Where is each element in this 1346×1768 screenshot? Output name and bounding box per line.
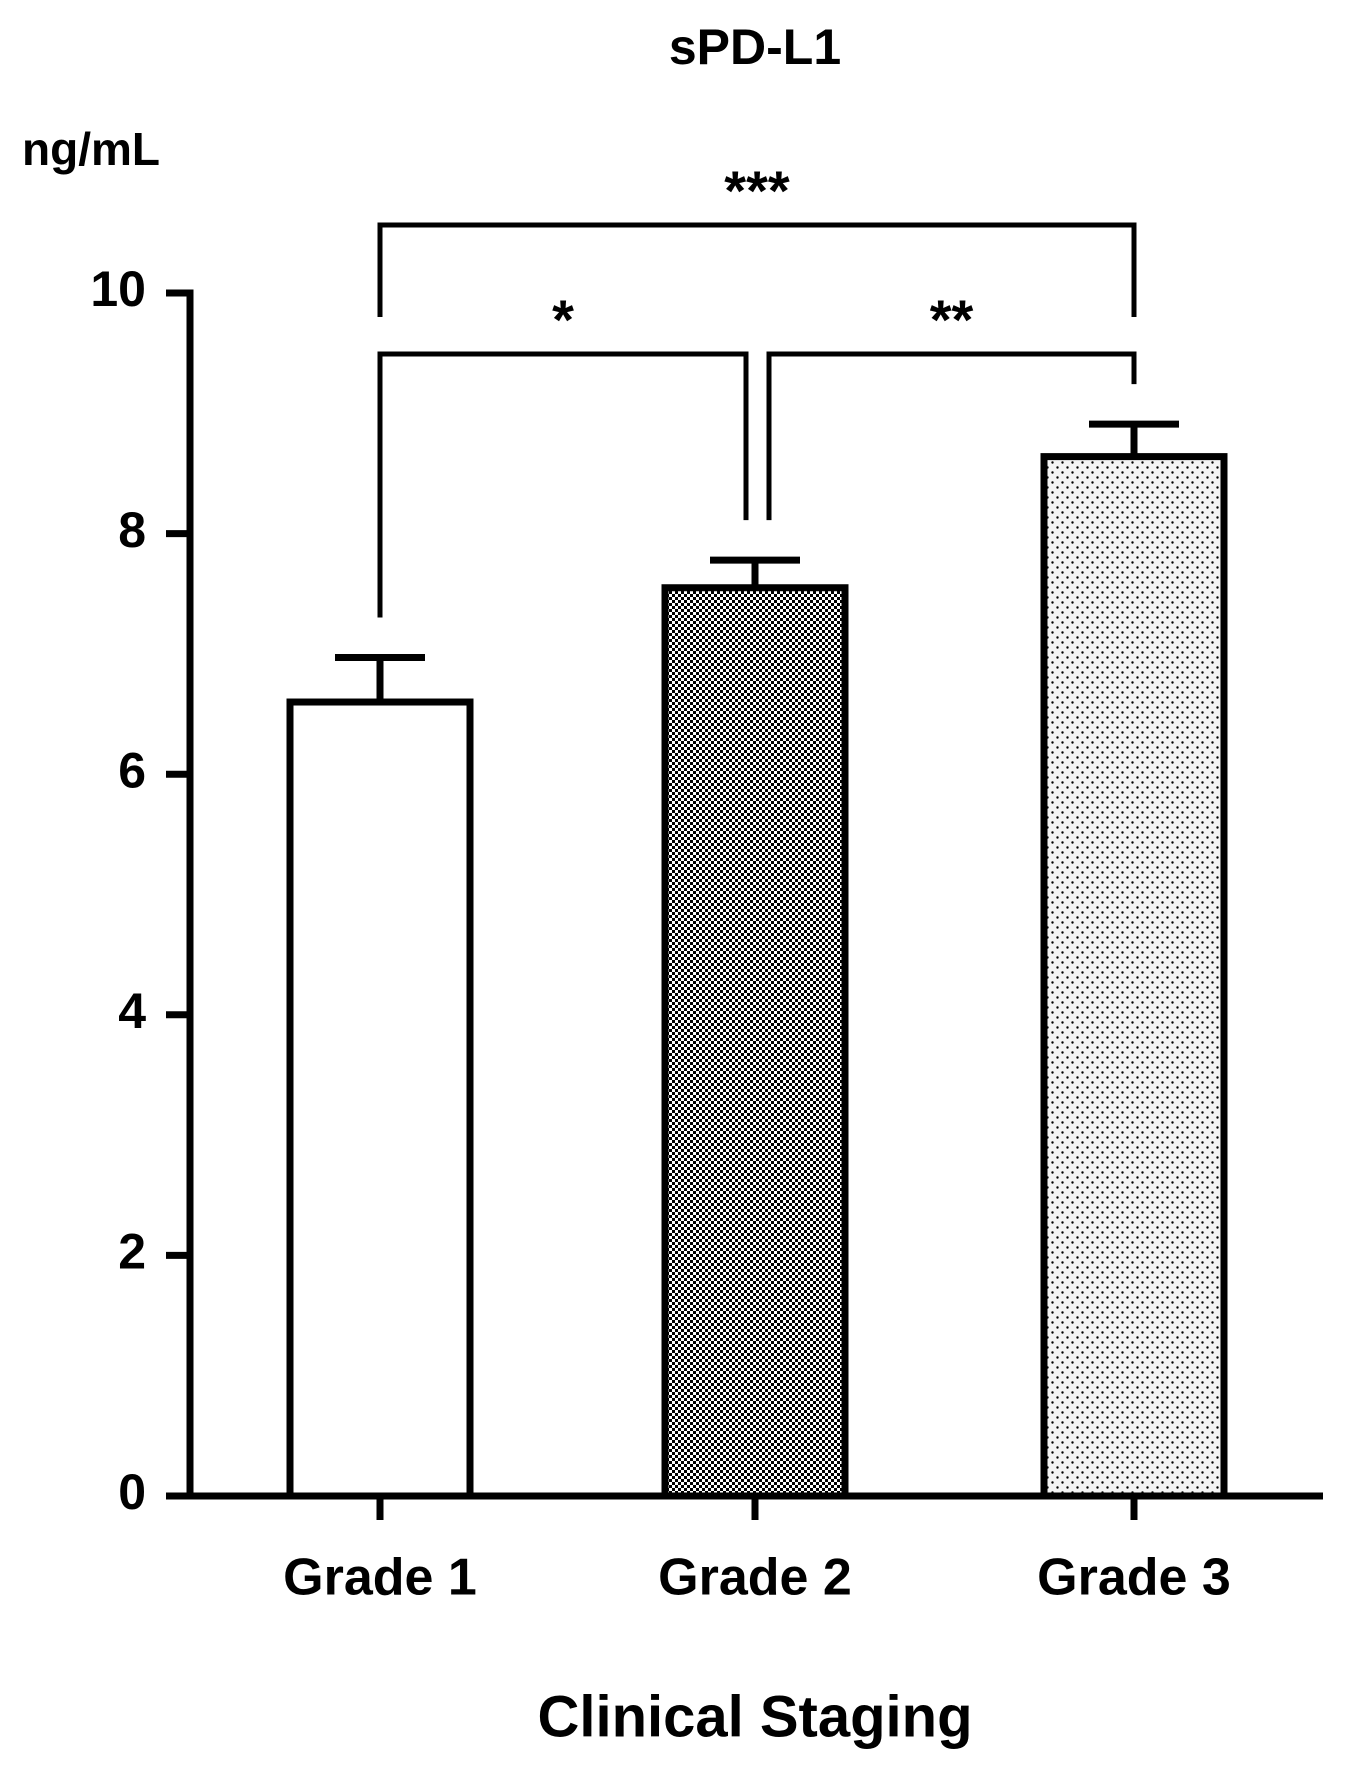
y-tick-label: 2 (118, 1224, 146, 1280)
significance-bracket (377, 222, 1137, 317)
bar (1040, 453, 1228, 1500)
significance-label: *** (724, 159, 790, 222)
bar (286, 698, 474, 1500)
x-tick-label: Grade 2 (658, 1549, 852, 1607)
x-tick-label: Grade 1 (283, 1549, 477, 1607)
y-tick-label: 4 (118, 983, 146, 1039)
y-tick-label: 10 (90, 261, 146, 317)
y-axis-label: ng/mL (22, 123, 160, 175)
significance-bracket (766, 351, 1137, 521)
significance-label: ** (930, 288, 974, 351)
significance-label: * (552, 288, 574, 351)
y-tick-label: 8 (118, 502, 146, 558)
x-tick-label: Grade 3 (1037, 1549, 1231, 1607)
y-tick-label: 0 (118, 1464, 146, 1520)
bar (661, 584, 849, 1500)
y-tick-label: 6 (118, 742, 146, 798)
chart-title: sPD-L1 (669, 19, 841, 75)
x-axis-label: Clinical Staging (537, 1684, 972, 1749)
significance-bracket (377, 351, 749, 618)
